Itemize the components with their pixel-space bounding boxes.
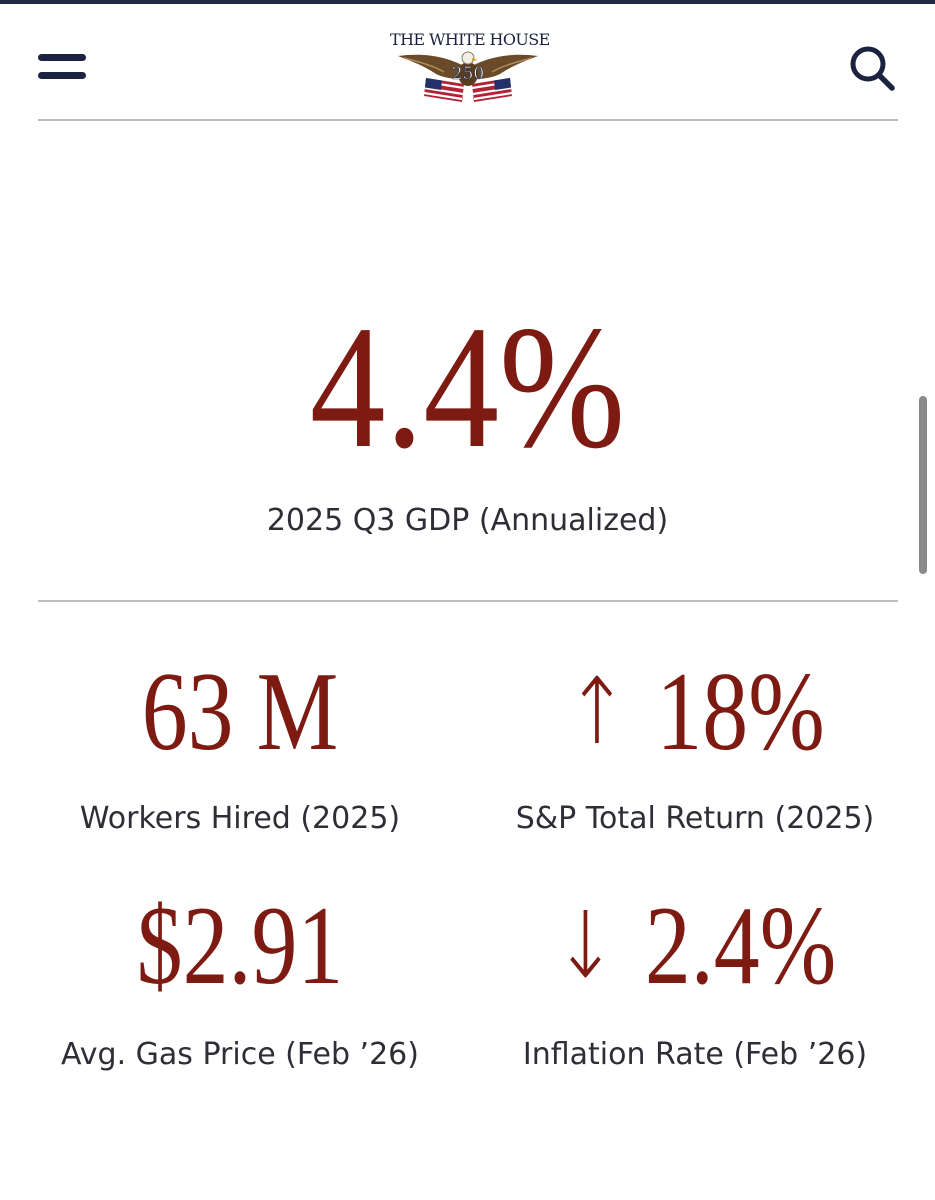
top-border bbox=[0, 0, 935, 4]
white-house-250-logo[interactable]: THE WHITE HOUSE 250 bbox=[390, 30, 550, 102]
gas-price-value: $2.91 bbox=[136, 884, 344, 1008]
menu-button[interactable] bbox=[38, 52, 86, 82]
search-icon bbox=[850, 46, 895, 91]
logo-250-number: 250 bbox=[452, 64, 484, 84]
inflation-rate-label: Inflation Rate (Feb ’26) bbox=[522, 1037, 868, 1072]
inflation-rate-value: ↓ 2.4% bbox=[531, 890, 859, 1002]
gdp-value: 4.4% bbox=[309, 290, 626, 485]
hamburger-menu-icon bbox=[38, 54, 86, 61]
workers-hired-value: 63 M bbox=[141, 650, 339, 774]
gas-price-label: Avg. Gas Price (Feb ’26) bbox=[61, 1037, 419, 1072]
workers-hired-label: Workers Hired (2025) bbox=[79, 801, 401, 836]
sp-return-label: S&P Total Return (2025) bbox=[515, 801, 875, 836]
hamburger-menu-icon-bar bbox=[38, 72, 86, 79]
eagle-flags-emblem: 250 bbox=[398, 51, 538, 102]
sp-return-value: ↑ 18% bbox=[531, 656, 859, 768]
gdp-label: 2025 Q3 GDP (Annualized) bbox=[266, 503, 669, 538]
down-arrow-icon: ↓ bbox=[553, 892, 618, 999]
header-divider bbox=[38, 119, 898, 121]
site-header: THE WHITE HOUSE 250 bbox=[0, 4, 935, 122]
up-arrow-icon: ↑ bbox=[565, 658, 629, 765]
inflation-rate-number: 2.4% bbox=[644, 884, 837, 1008]
search-button[interactable] bbox=[846, 42, 898, 94]
scrollbar[interactable] bbox=[919, 396, 927, 574]
sp-return-number: 18% bbox=[656, 650, 825, 774]
logo-title: THE WHITE HOUSE bbox=[390, 30, 550, 49]
section-divider bbox=[38, 600, 898, 602]
